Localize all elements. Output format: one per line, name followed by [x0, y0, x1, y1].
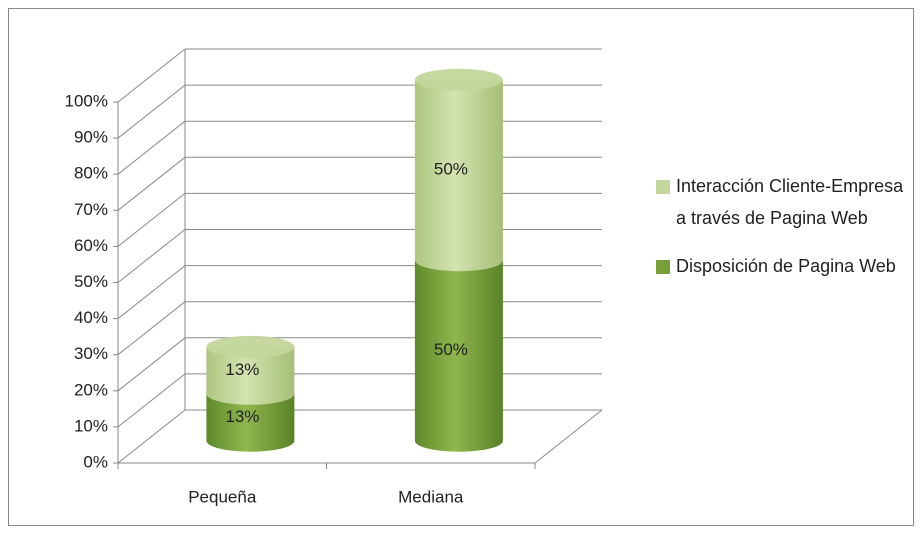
x-tick-label: Mediana [398, 487, 464, 506]
x-tick-label: Pequeña [188, 487, 257, 506]
legend-swatch [656, 260, 670, 274]
cylinder-body [206, 346, 295, 405]
legend-label: Interacción Cliente-Empresa a través de … [676, 176, 904, 228]
cylinder-body [414, 260, 503, 452]
cylinder-segment [206, 393, 295, 452]
grid-line [117, 48, 186, 103]
grid-line [117, 84, 186, 139]
value-label: 50% [434, 340, 468, 359]
legend-label: Disposición de Pagina Web [676, 256, 896, 276]
y-tick-label: 90% [74, 128, 108, 147]
grid-line [117, 120, 186, 175]
y-tick-label: 100% [65, 91, 108, 110]
grid-line [117, 409, 186, 464]
floor-edge [534, 409, 603, 464]
y-tick-label: 30% [74, 344, 108, 363]
y-tick-label: 80% [74, 164, 108, 183]
value-label: 13% [225, 360, 259, 379]
grid-line [117, 301, 186, 356]
chart-frame [8, 8, 914, 526]
legend-swatch [656, 180, 670, 194]
grid-line [117, 229, 186, 283]
y-tick-label: 20% [74, 380, 108, 399]
value-label: 13% [225, 407, 259, 426]
cylinder-segment [414, 68, 503, 272]
cylinder-top [206, 335, 295, 358]
y-tick-label: 0% [83, 452, 108, 471]
cylinder-segment [206, 335, 295, 405]
value-label: 50% [434, 159, 468, 178]
grid-line [117, 265, 186, 319]
cylinder-segment [414, 260, 503, 452]
grid-line [117, 156, 186, 211]
y-tick-label: 40% [74, 308, 108, 327]
cylinder-top [414, 68, 503, 91]
y-tick-label: 50% [74, 272, 108, 291]
legend: Interacción Cliente-Empresa a través de … [652, 170, 907, 298]
grid-line [117, 193, 186, 247]
grid-line [117, 373, 186, 428]
cylinder-body [206, 393, 295, 452]
y-tick-label: 70% [74, 200, 108, 219]
cylinder-body [414, 79, 503, 272]
legend-item: Interacción Cliente-Empresa a través de … [652, 170, 907, 234]
y-tick-label: 60% [74, 236, 108, 255]
y-tick-label: 10% [74, 416, 108, 435]
grid-line [117, 337, 186, 392]
legend-item: Disposición de Pagina Web [652, 250, 907, 282]
